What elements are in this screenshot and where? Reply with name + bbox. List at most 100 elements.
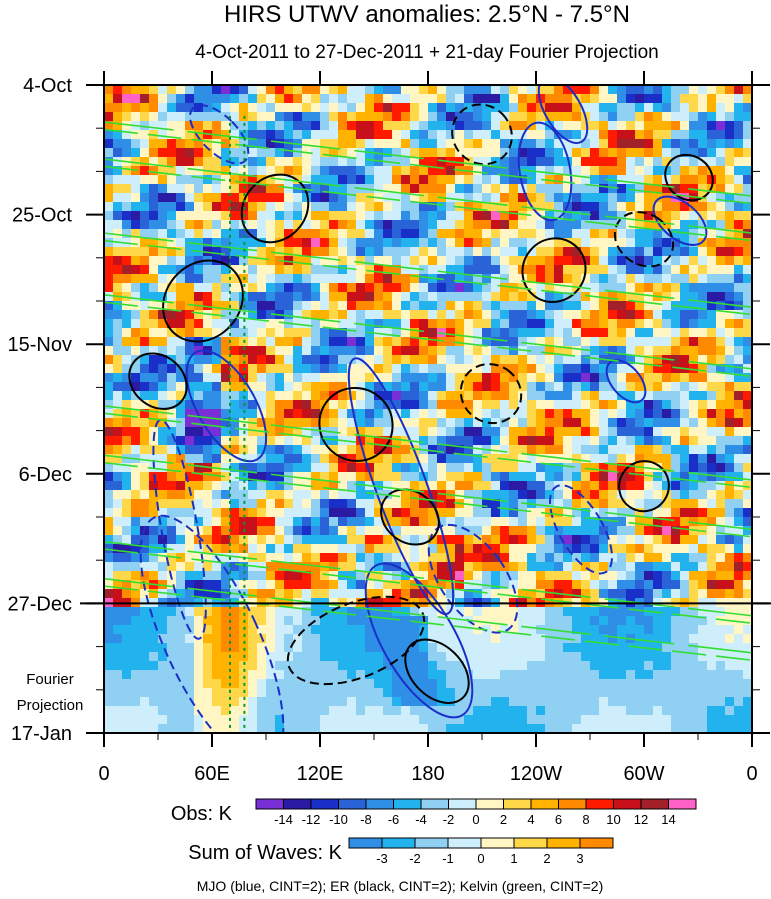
heat-cell [455,553,464,562]
heat-cell [239,202,248,211]
heat-cell [509,679,518,688]
heat-cell [401,184,410,193]
heat-cell [221,580,230,589]
heat-cell [527,508,536,517]
heat-cell [293,202,302,211]
heat-cell [716,526,725,535]
heat-cell [563,193,572,202]
heat-cell [599,481,608,490]
heat-cell [626,526,635,535]
heat-cell [617,265,626,274]
heat-cell [572,436,581,445]
heat-cell [743,544,752,553]
heat-cell [347,382,356,391]
heat-cell [149,562,158,571]
heat-cell [392,202,401,211]
heat-cell [383,625,392,634]
heat-cell [212,265,221,274]
heat-cell [194,112,203,121]
heat-cell [374,481,383,490]
heat-cell [419,355,428,364]
heat-cell [590,202,599,211]
heat-cell [194,148,203,157]
heat-cell [680,436,689,445]
heat-cell [428,472,437,481]
heat-cell [527,409,536,418]
heat-cell [581,472,590,481]
heat-cell [707,112,716,121]
heat-cell [491,391,500,400]
heat-cell [203,652,212,661]
heat-cell [428,580,437,589]
heat-cell [572,445,581,454]
heat-cell [158,238,167,247]
heat-cell [257,148,266,157]
heat-cell [734,436,743,445]
heat-cell [671,94,680,103]
heat-cell [203,625,212,634]
heat-cell [131,328,140,337]
heat-cell [329,85,338,94]
heat-cell [644,238,653,247]
heat-cell [239,103,248,112]
heat-cell [212,328,221,337]
heat-cell [707,139,716,148]
heat-cell [590,616,599,625]
heat-cell [158,292,167,301]
heat-cell [617,373,626,382]
heat-cell [113,328,122,337]
heat-cell [644,247,653,256]
heat-cell [572,211,581,220]
heat-cell [158,580,167,589]
heat-cell [185,283,194,292]
heat-cell [284,382,293,391]
heat-cell [590,607,599,616]
heat-cell [554,175,563,184]
heat-cell [356,202,365,211]
heat-cell [455,616,464,625]
heat-cell [401,562,410,571]
heat-cell [653,643,662,652]
heat-cell [167,121,176,130]
heat-cell [671,292,680,301]
heat-cell [428,166,437,175]
heat-cell [518,652,527,661]
heat-cell [149,391,158,400]
heat-cell [725,211,734,220]
heat-cell [671,400,680,409]
heat-cell [356,229,365,238]
heat-cell [464,499,473,508]
heat-cell [545,562,554,571]
heat-cell [590,364,599,373]
heat-cell [419,319,428,328]
heat-cell [275,616,284,625]
heat-cell [554,400,563,409]
heat-cell [707,373,716,382]
heat-cell [617,652,626,661]
heat-cell [329,121,338,130]
heat-cell [716,292,725,301]
heat-cell [419,463,428,472]
heat-cell [590,508,599,517]
heat-cell [617,310,626,319]
heat-cell [464,283,473,292]
heat-cell [221,670,230,679]
heat-cell [320,202,329,211]
heat-cell [230,472,239,481]
heat-cell [500,139,509,148]
heat-cell [284,346,293,355]
heat-cell [527,256,536,265]
heat-cell [464,328,473,337]
heat-cell [329,229,338,238]
heat-cell [374,679,383,688]
heat-cell [185,418,194,427]
heat-cell [428,193,437,202]
heat-cell [473,292,482,301]
heat-cell [554,571,563,580]
heat-cell [653,535,662,544]
heat-cell [221,481,230,490]
heat-cell [293,130,302,139]
heat-cell [455,418,464,427]
heat-cell [491,193,500,202]
heat-cell [626,193,635,202]
